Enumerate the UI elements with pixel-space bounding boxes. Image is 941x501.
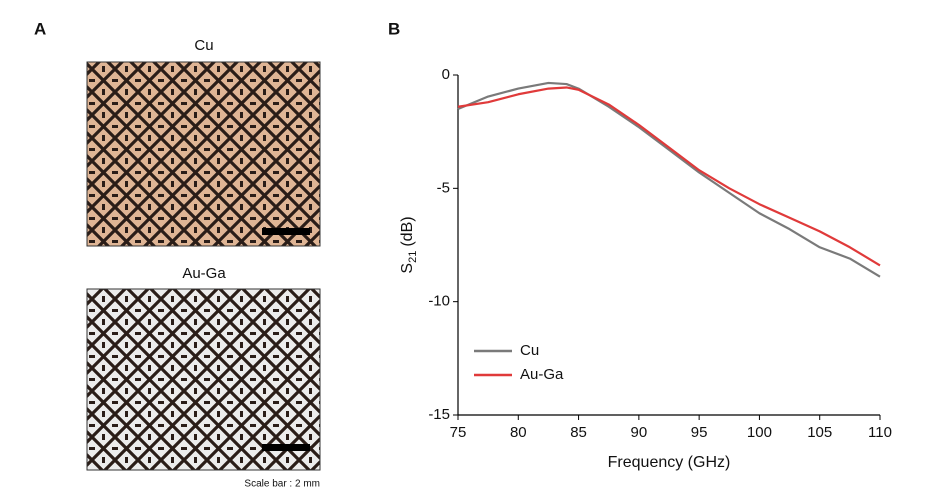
legend-label: Cu — [520, 342, 539, 359]
x-tick-label: 110 — [868, 424, 892, 441]
scale-bar — [262, 228, 310, 235]
x-tick-label: 95 — [691, 424, 708, 441]
series-line — [457, 81, 881, 278]
image-title: Au-Ga — [182, 265, 226, 282]
panel-label: A — [34, 19, 46, 38]
series-line — [457, 86, 881, 267]
x-tick-label: 105 — [807, 424, 832, 441]
x-tick-label: 90 — [631, 424, 648, 441]
cu-mesh — [86, 61, 321, 247]
y-axis-label-part: S — [399, 263, 416, 274]
x-axis-label: Frequency (GHz) — [608, 454, 731, 471]
legend-label: Au-Ga — [520, 366, 564, 383]
panel-label: B — [388, 19, 400, 38]
scale-note: Scale bar : 2 mm — [244, 479, 320, 490]
y-tick-label: -5 — [437, 179, 450, 196]
x-tick-label: 75 — [450, 424, 467, 441]
y-tick-label: 0 — [442, 66, 450, 83]
scale-bar — [262, 444, 310, 451]
x-tick-label: 80 — [510, 424, 527, 441]
x-tick-label: 100 — [747, 424, 772, 441]
y-axis-label-part: 21 — [407, 251, 419, 263]
y-tick-label: -10 — [428, 293, 450, 310]
y-axis-label: S21 (dB) — [399, 216, 419, 273]
y-tick-label: -15 — [428, 406, 450, 423]
auga-mesh — [86, 288, 321, 471]
x-tick-label: 85 — [570, 424, 587, 441]
image-title: Cu — [194, 37, 213, 54]
y-axis-label-part: (dB) — [399, 216, 416, 246]
